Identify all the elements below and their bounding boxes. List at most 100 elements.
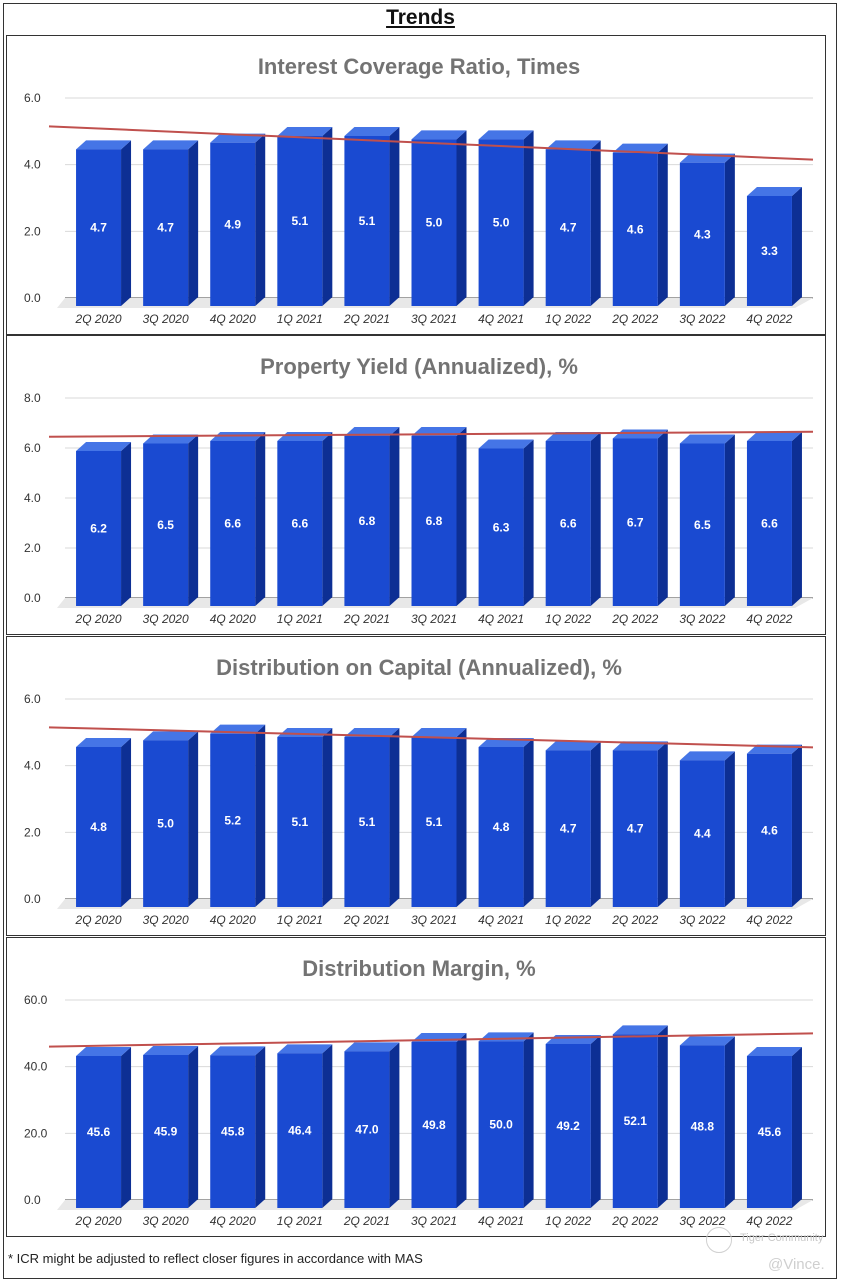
bar-front bbox=[344, 436, 390, 606]
data-label: 4.6 bbox=[627, 222, 644, 236]
x-tick-label: 4Q 2021 bbox=[478, 1214, 524, 1228]
x-tick-label: 1Q 2021 bbox=[277, 312, 323, 326]
bar-side bbox=[188, 434, 199, 606]
y-tick-label: 6.0 bbox=[24, 91, 41, 105]
bar-side bbox=[590, 140, 601, 306]
chart-panel-interest-coverage: Interest Coverage Ratio, Times 0.0 2.0 4.0 6… bbox=[6, 35, 826, 335]
chart-svg: Interest Coverage Ratio, Times 0.0 2.0 4.0 6… bbox=[24, 54, 814, 326]
x-tick-label: 1Q 2022 bbox=[545, 312, 591, 326]
page-title: Trends bbox=[386, 6, 455, 29]
bar bbox=[277, 127, 333, 306]
watermark-author: @Vince. bbox=[768, 1256, 825, 1273]
bar-front bbox=[277, 136, 323, 306]
bar-front bbox=[143, 443, 189, 606]
data-label: 4.8 bbox=[493, 820, 510, 834]
x-tick-label: 1Q 2021 bbox=[277, 612, 323, 626]
data-label: 6.6 bbox=[761, 517, 778, 531]
bar-side bbox=[724, 153, 735, 306]
footnote: * ICR might be adjusted to reflect close… bbox=[8, 1251, 423, 1266]
x-tick-label: 2Q 2020 bbox=[75, 913, 122, 927]
bar-top bbox=[679, 1036, 735, 1046]
bar bbox=[746, 744, 802, 907]
bar-front bbox=[411, 737, 457, 907]
data-label: 6.7 bbox=[627, 515, 644, 529]
bar-side bbox=[791, 1047, 802, 1208]
chart-svg: Distribution on Capital (Annualized), % 0… bbox=[24, 655, 814, 927]
bar-top bbox=[210, 1046, 266, 1056]
bar bbox=[612, 1025, 668, 1208]
bar-side bbox=[389, 427, 400, 606]
bar-side bbox=[188, 1046, 199, 1208]
bar bbox=[143, 140, 199, 306]
x-tick-label: 2Q 2020 bbox=[75, 612, 122, 626]
bar-side bbox=[523, 130, 534, 306]
trendline bbox=[48, 1032, 814, 1048]
data-label: 4.6 bbox=[761, 823, 778, 837]
bar-front bbox=[344, 737, 390, 907]
bar-side bbox=[456, 427, 467, 606]
bar-top bbox=[277, 1044, 333, 1054]
bar-front bbox=[143, 1055, 189, 1208]
bar bbox=[210, 133, 266, 306]
y-tick-label: 6.0 bbox=[24, 692, 41, 706]
x-tick-label: 3Q 2021 bbox=[411, 312, 457, 326]
bar-front bbox=[277, 1053, 323, 1208]
x-tick-label: 4Q 2022 bbox=[746, 312, 792, 326]
x-tick-label: 2Q 2021 bbox=[343, 913, 390, 927]
bar-side bbox=[121, 140, 132, 306]
bar-front bbox=[411, 436, 457, 606]
chart-title: Property Yield (Annualized), % bbox=[260, 354, 578, 379]
bar bbox=[411, 728, 467, 907]
bar bbox=[545, 1035, 601, 1208]
data-label: 45.8 bbox=[221, 1125, 245, 1139]
bar-side bbox=[389, 127, 400, 306]
x-tick-label: 3Q 2022 bbox=[679, 612, 725, 626]
bar bbox=[344, 427, 400, 606]
x-tick-label: 4Q 2020 bbox=[210, 312, 256, 326]
data-label: 45.9 bbox=[154, 1125, 178, 1139]
bar bbox=[679, 434, 735, 606]
bar-side bbox=[322, 432, 333, 606]
y-tick-label: 8.0 bbox=[24, 391, 41, 405]
bar-front bbox=[679, 162, 725, 306]
data-label: 6.8 bbox=[426, 514, 443, 528]
bar-side bbox=[657, 741, 668, 907]
data-label: 49.8 bbox=[422, 1118, 446, 1132]
bar-side bbox=[724, 751, 735, 907]
bar-top bbox=[411, 130, 467, 140]
bar-side bbox=[590, 741, 601, 907]
bar-side bbox=[322, 728, 333, 907]
data-label: 48.8 bbox=[691, 1120, 715, 1134]
x-tick-label: 4Q 2022 bbox=[746, 913, 792, 927]
bar-side bbox=[188, 731, 199, 907]
bar-top bbox=[746, 432, 802, 441]
bar-front bbox=[76, 451, 122, 606]
bar-front bbox=[612, 750, 658, 907]
bar-side bbox=[255, 432, 266, 606]
bar bbox=[344, 1042, 400, 1208]
data-label: 6.8 bbox=[359, 514, 376, 528]
bar-side bbox=[188, 140, 199, 306]
bar-top bbox=[143, 1046, 199, 1055]
y-tick-label: 2.0 bbox=[24, 224, 41, 238]
y-tick-label: 0.0 bbox=[24, 591, 41, 605]
x-tick-label: 2Q 2021 bbox=[343, 312, 390, 326]
bar-side bbox=[791, 744, 802, 907]
data-label: 5.0 bbox=[157, 817, 174, 831]
bar-front bbox=[478, 448, 524, 606]
x-tick-label: 3Q 2020 bbox=[143, 1214, 189, 1228]
watermark-logo-icon bbox=[706, 1227, 732, 1253]
bar-top bbox=[76, 1047, 132, 1056]
bar-top bbox=[746, 1047, 802, 1056]
bar bbox=[76, 738, 132, 907]
bar-front bbox=[210, 441, 256, 606]
x-tick-label: 2Q 2022 bbox=[611, 612, 658, 626]
bar bbox=[277, 432, 333, 606]
x-tick-label: 1Q 2022 bbox=[545, 1214, 591, 1228]
x-tick-label: 2Q 2021 bbox=[343, 612, 390, 626]
data-label: 46.4 bbox=[288, 1124, 312, 1138]
x-tick-label: 1Q 2021 bbox=[277, 1214, 323, 1228]
bar-front bbox=[76, 1056, 122, 1208]
x-tick-label: 1Q 2022 bbox=[545, 612, 591, 626]
data-label: 5.1 bbox=[291, 214, 308, 228]
